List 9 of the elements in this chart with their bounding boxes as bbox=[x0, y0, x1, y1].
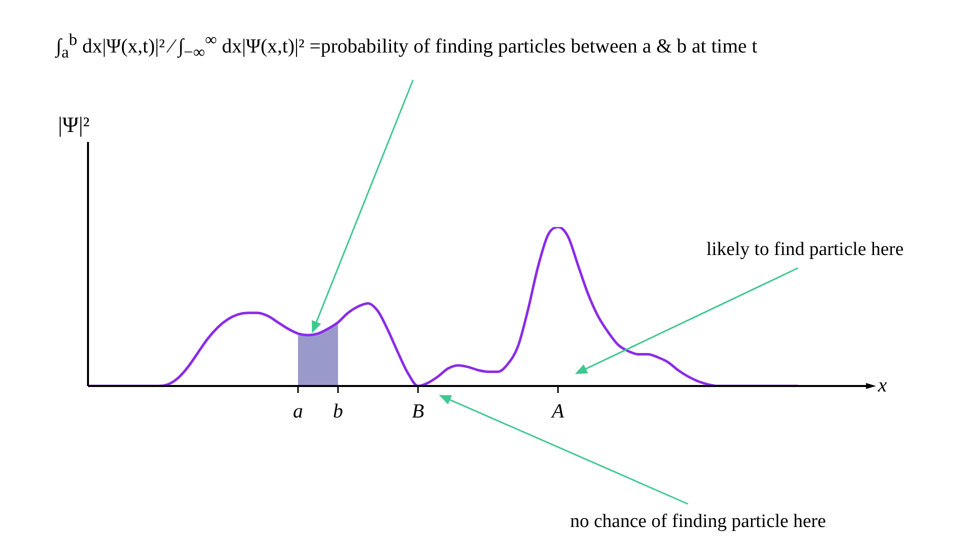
x-axis-title: x bbox=[877, 374, 887, 396]
x-tick-label: A bbox=[550, 400, 565, 422]
chart-title: ∫$_{a}$$^{b}$ dx|Ψ(x,t)|² ⁄ ∫$_{−∞}$$^{∞}$ dx|Ψ(x,t)|² =probability of finding particles between a & b at time t bbox=[56, 30, 758, 63]
x-tick-label: B bbox=[412, 400, 424, 422]
text: no chance of finding particle here bbox=[570, 510, 826, 532]
x-tick-label: a bbox=[293, 400, 303, 422]
x-tick-label: b bbox=[333, 400, 343, 422]
annotation: likely to find particle here bbox=[706, 238, 904, 260]
y-axis-title: |Ψ|² bbox=[58, 112, 90, 137]
